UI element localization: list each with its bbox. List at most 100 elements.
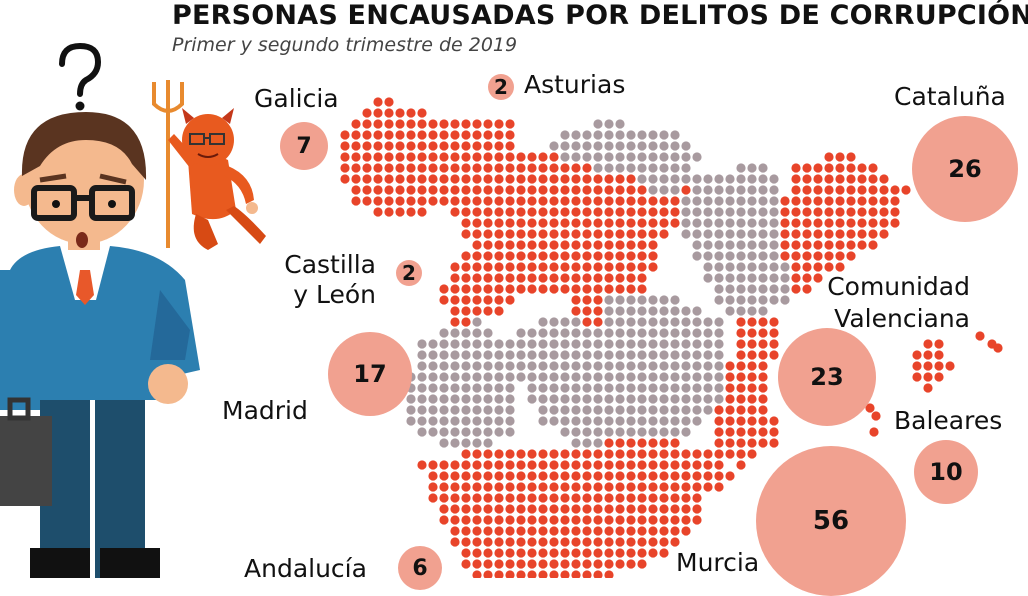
map-dot: [637, 185, 647, 195]
map-dot: [659, 482, 669, 492]
map-dot: [461, 394, 471, 404]
map-dot: [538, 548, 548, 558]
map-dot: [560, 460, 570, 470]
map-dot: [670, 196, 680, 206]
label-castilla-1: Castilla: [284, 250, 376, 279]
map-dot: [483, 273, 493, 283]
bubble-andalucia: 6: [398, 546, 442, 590]
map-dot: [824, 262, 834, 272]
map-dot: [351, 152, 361, 162]
map-dot: [560, 394, 570, 404]
map-dot: [582, 416, 592, 426]
map-dot: [857, 240, 867, 250]
map-dot: [769, 339, 779, 349]
map-dot: [571, 273, 581, 283]
map-dot: [549, 537, 559, 547]
map-dot: [461, 350, 471, 360]
map-dot: [582, 306, 592, 316]
map-dot: [450, 295, 460, 305]
map-dot: [417, 152, 427, 162]
map-dot: [560, 251, 570, 261]
map-dot: [637, 416, 647, 426]
map-dot: [505, 394, 515, 404]
map-dot: [406, 163, 416, 173]
map-dot: [582, 262, 592, 272]
map-dot: [681, 427, 691, 437]
map-dot: [406, 416, 416, 426]
map-dot: [582, 339, 592, 349]
map-dot: [560, 350, 570, 360]
map-dot: [461, 449, 471, 459]
map-dot: [681, 306, 691, 316]
map-dot: [736, 295, 746, 305]
map-dot: [615, 317, 625, 327]
map-dot: [868, 196, 878, 206]
map-dot: [604, 548, 614, 558]
map-dot: [527, 174, 537, 184]
map-dot: [681, 383, 691, 393]
map-dot: [461, 383, 471, 393]
map-dot: [571, 229, 581, 239]
map-dot: [659, 416, 669, 426]
map-dot: [538, 284, 548, 294]
map-dot: [681, 493, 691, 503]
map-dot: [835, 218, 845, 228]
map-dot: [538, 405, 548, 415]
map-dot: [670, 515, 680, 525]
map-dot: [483, 174, 493, 184]
map-dot: [538, 196, 548, 206]
map-dot: [615, 526, 625, 536]
map-dot: [406, 207, 416, 217]
value-cataluna: 26: [948, 155, 982, 183]
map-dot: [670, 218, 680, 228]
map-dot: [362, 152, 372, 162]
map-dot: [571, 317, 581, 327]
map-dot: [494, 163, 504, 173]
map-dot: [736, 207, 746, 217]
map-dot: [494, 405, 504, 415]
map-dot: [637, 471, 647, 481]
map-dot: [857, 163, 867, 173]
map-dot: [703, 229, 713, 239]
map-dot: [461, 306, 471, 316]
map-dot: [516, 218, 526, 228]
map-dot: [626, 515, 636, 525]
map-dot: [626, 130, 636, 140]
map-dot: [527, 328, 537, 338]
map-dot: [450, 372, 460, 382]
map-dot: [769, 174, 779, 184]
map-dot: [868, 207, 878, 217]
map-dot: [736, 328, 746, 338]
map-dot: [780, 284, 790, 294]
map-dot: [582, 295, 592, 305]
map-dot: [758, 229, 768, 239]
map-dot: [538, 262, 548, 272]
map-dot: [340, 130, 350, 140]
map-dot: [505, 119, 515, 129]
map-dot: [681, 152, 691, 162]
map-dot: [417, 108, 427, 118]
map-dot: [593, 339, 603, 349]
map-dot: [494, 229, 504, 239]
map-dot: [450, 163, 460, 173]
map-dot: [582, 493, 592, 503]
map-dot: [703, 262, 713, 272]
map-dot: [714, 460, 724, 470]
map-dot: [417, 405, 427, 415]
map-dot: [351, 141, 361, 151]
map-dot: [692, 493, 702, 503]
map-dot: [637, 306, 647, 316]
map-dot: [340, 141, 350, 151]
map-dot: [923, 350, 933, 360]
map-dot: [549, 152, 559, 162]
map-dot: [351, 119, 361, 129]
map-dot: [527, 240, 537, 250]
map-dot: [659, 328, 669, 338]
map-dot: [571, 537, 581, 547]
map-dot: [648, 185, 658, 195]
map-dot: [538, 460, 548, 470]
map-dot: [637, 251, 647, 261]
map-dot: [670, 383, 680, 393]
map-dot: [439, 141, 449, 151]
map-dot: [659, 537, 669, 547]
